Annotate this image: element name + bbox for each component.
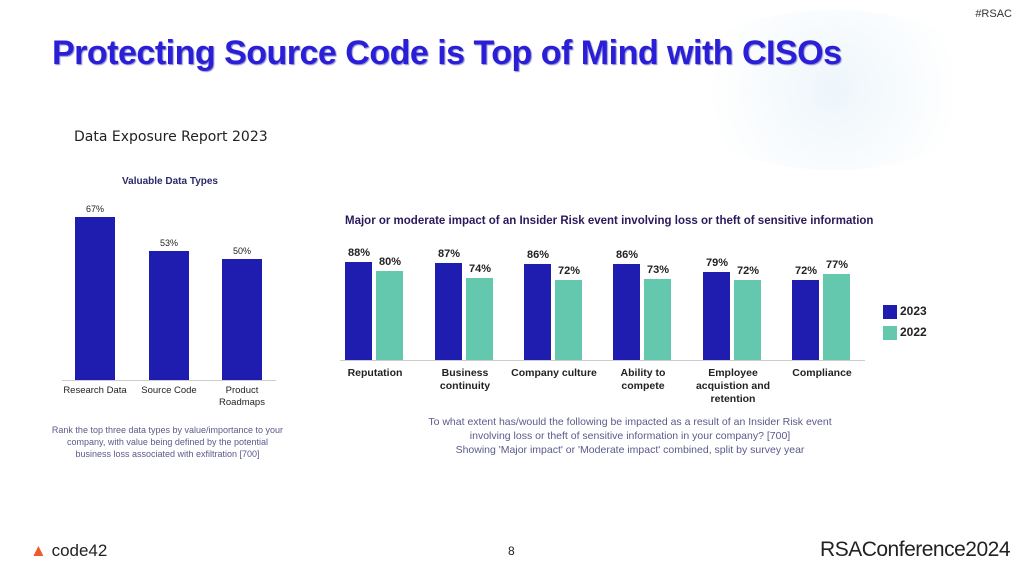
- data-label: 73%: [646, 263, 670, 276]
- category-label: Reputation: [347, 367, 403, 379]
- bar-2022: [823, 274, 850, 360]
- data-label: 77%: [825, 259, 849, 272]
- background-decoration: [674, 10, 994, 170]
- legend-2022: 2022: [883, 325, 927, 340]
- data-label: 50%: [232, 245, 251, 256]
- code42-logo: ▲ code42: [30, 541, 107, 561]
- data-label: 72%: [794, 264, 818, 277]
- left-chart-note: Rank the top three data types by value/i…: [51, 425, 284, 459]
- legend-2023: 2023: [883, 304, 927, 319]
- code42-text: code42: [51, 541, 108, 560]
- category-label: Source Code: [141, 385, 197, 396]
- bar-2023: [792, 279, 819, 360]
- rsa-conference-logo: RSAConference2024: [820, 538, 1010, 561]
- legend-label: 2022: [900, 325, 927, 339]
- bar: [75, 217, 115, 380]
- slide-title: Protecting Source Code is Top of Mind wi…: [52, 34, 842, 72]
- bar-2022: [376, 270, 403, 360]
- left-chart-title: Valuable Data Types: [122, 176, 218, 187]
- bar: [149, 251, 189, 380]
- category-label: Employee acquistion and retention: [695, 367, 771, 405]
- code42-logo-icon: ▲: [30, 541, 47, 560]
- bar-2022: [555, 279, 582, 360]
- bar-2023: [345, 261, 372, 360]
- right-axis: [340, 360, 865, 361]
- data-label: 88%: [347, 246, 371, 259]
- bar-2022: [644, 278, 671, 360]
- legend-swatch-2023: [883, 304, 897, 319]
- data-label: 74%: [468, 262, 492, 275]
- category-label: Business continuity: [439, 367, 491, 392]
- data-label: 72%: [557, 264, 581, 277]
- legend-label: 2023: [900, 304, 927, 318]
- category-label: Compliance: [792, 367, 852, 379]
- data-label: 72%: [736, 264, 760, 277]
- right-chart-title: Major or moderate impact of an Insider R…: [345, 215, 874, 227]
- bar-2023: [435, 263, 462, 360]
- bar-2023: [524, 264, 551, 360]
- right-chart-note: To what extent has/would the following b…: [380, 415, 880, 457]
- category-label: Research Data: [63, 385, 127, 396]
- bar-2023: [703, 271, 730, 360]
- bar: [222, 258, 262, 380]
- slide-subtitle: Data Exposure Report 2023: [74, 129, 268, 145]
- note-line: involving loss or theft of sensitive inf…: [469, 430, 791, 442]
- bar-2022: [466, 277, 493, 360]
- data-label: 80%: [378, 255, 402, 268]
- category-label: Product Roadmaps: [219, 385, 265, 408]
- page-number: 8: [508, 544, 515, 558]
- note-line: Showing 'Major impact' or 'Moderate impa…: [455, 444, 805, 456]
- data-label: 87%: [437, 248, 461, 261]
- data-label: 53%: [159, 238, 178, 249]
- hashtag: #RSAC: [975, 8, 1012, 20]
- note-line: To what extent has/would the following b…: [428, 416, 832, 428]
- data-label: 86%: [526, 249, 550, 262]
- legend-swatch-2022: [883, 325, 897, 340]
- category-label: Company culture: [511, 367, 597, 379]
- data-label: 86%: [615, 249, 639, 262]
- left-axis: [62, 380, 276, 381]
- bar-2023: [613, 264, 640, 360]
- data-label: 79%: [705, 256, 729, 269]
- data-label: 67%: [85, 204, 104, 215]
- category-label: Ability to compete: [620, 367, 666, 392]
- bar-2022: [734, 279, 761, 360]
